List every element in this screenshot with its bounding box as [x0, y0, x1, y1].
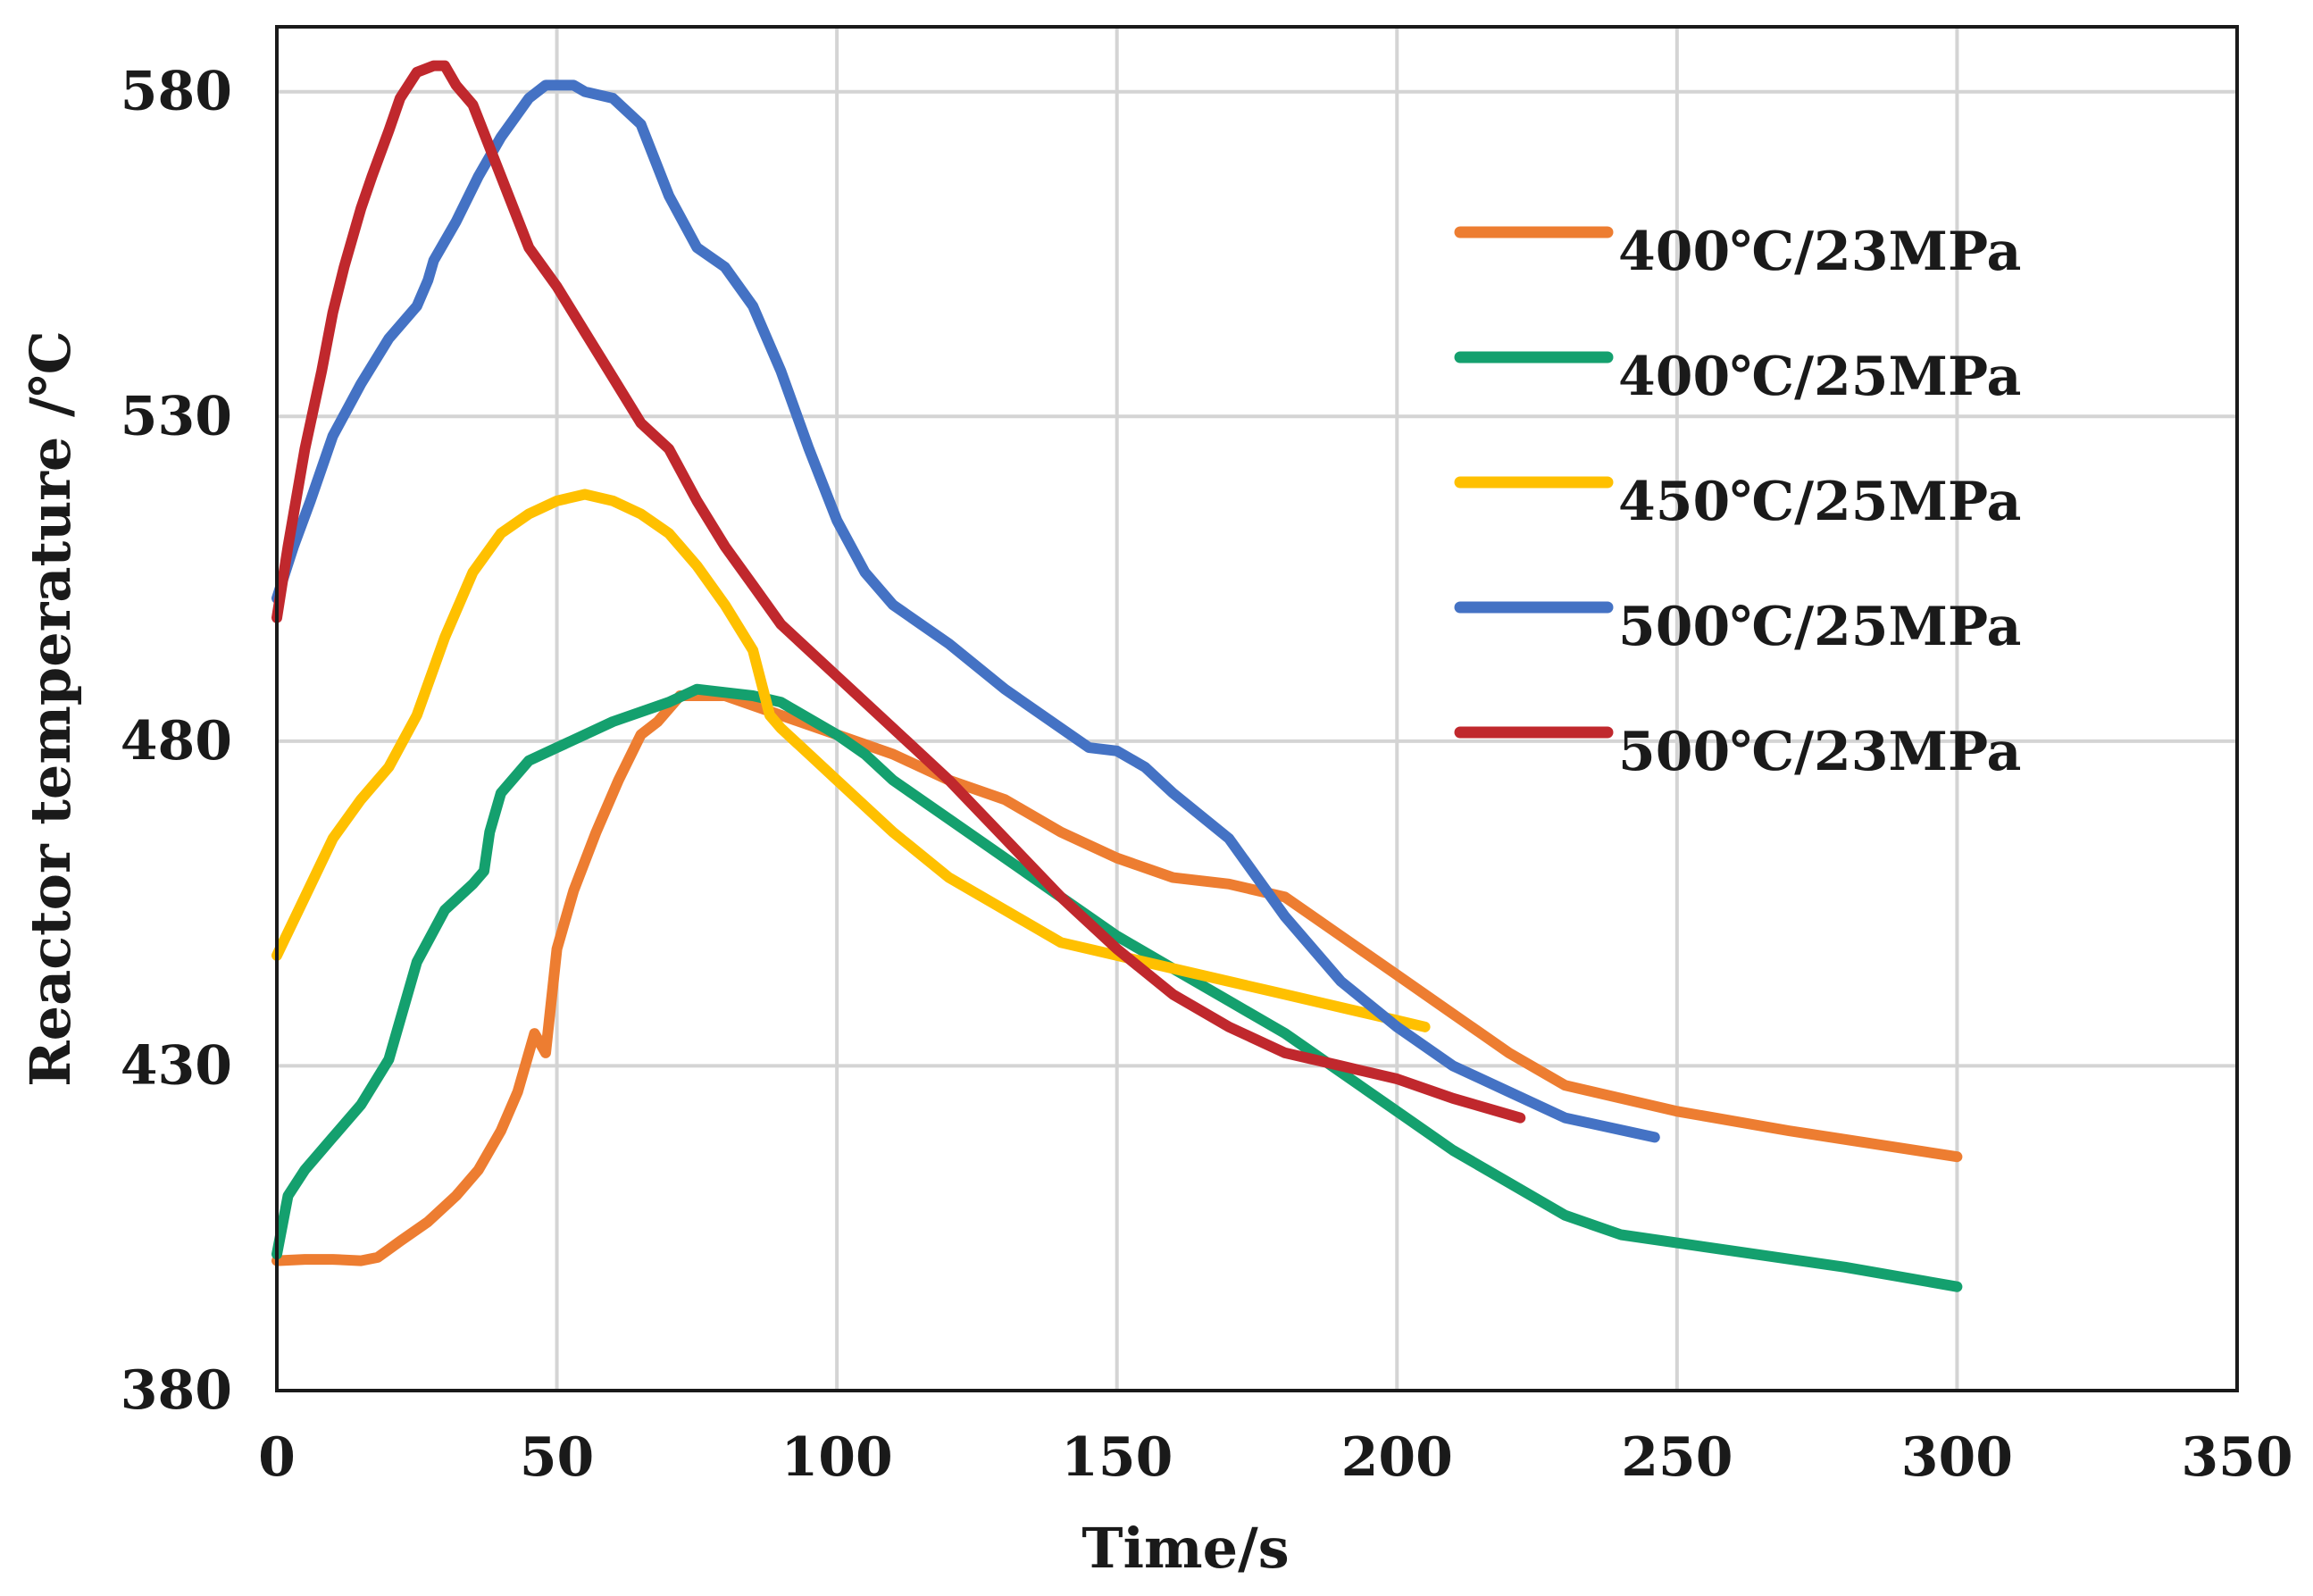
y-axis-title: Reactor temperature /℃ [18, 330, 83, 1087]
legend-label-5: 500℃/23MPa [1618, 721, 2021, 783]
x-tick-label: 0 [258, 1426, 296, 1489]
plot-frame [275, 25, 2239, 1392]
x-tick-label: 350 [2181, 1426, 2292, 1489]
x-tick-label: 250 [1621, 1426, 1733, 1489]
grid-lines [277, 27, 2237, 1391]
legend-label-2: 400℃/25MPa [1618, 346, 2021, 408]
x-tick-label: 150 [1061, 1426, 1173, 1489]
legend: 400℃/23MPa 400℃/25MPa 450℃/25MPa 500℃/25MPa… [1454, 221, 2021, 783]
legend-label-3: 450℃/25MPa [1618, 471, 2021, 533]
series-line-5 [271, 60, 1526, 1124]
x-tick-label: 100 [781, 1426, 893, 1489]
legend-label-4: 500℃/25MPa [1618, 596, 2021, 658]
x-axis-tick-labels: 0 50 100 150 200 250 300 350 [258, 1426, 2293, 1489]
x-tick-label: 50 [520, 1426, 595, 1489]
y-tick-label: 380 [121, 1359, 232, 1422]
series-line-2 [271, 683, 1963, 1292]
y-tick-label: 480 [121, 710, 232, 773]
y-tick-label: 430 [121, 1034, 232, 1097]
y-tick-label: 530 [121, 385, 232, 447]
x-tick-label: 300 [1901, 1426, 2013, 1489]
series-lines [271, 60, 1963, 1292]
y-tick-label: 580 [121, 61, 232, 123]
legend-label-1: 400℃/23MPa [1618, 221, 2021, 283]
y-axis-tick-labels: 380 430 480 530 580 [121, 61, 232, 1422]
x-tick-label: 200 [1341, 1426, 1453, 1489]
series-line-3 [271, 489, 1431, 1032]
x-axis-title: Time/s [1081, 1516, 1289, 1581]
series-line-4 [271, 79, 1660, 1143]
